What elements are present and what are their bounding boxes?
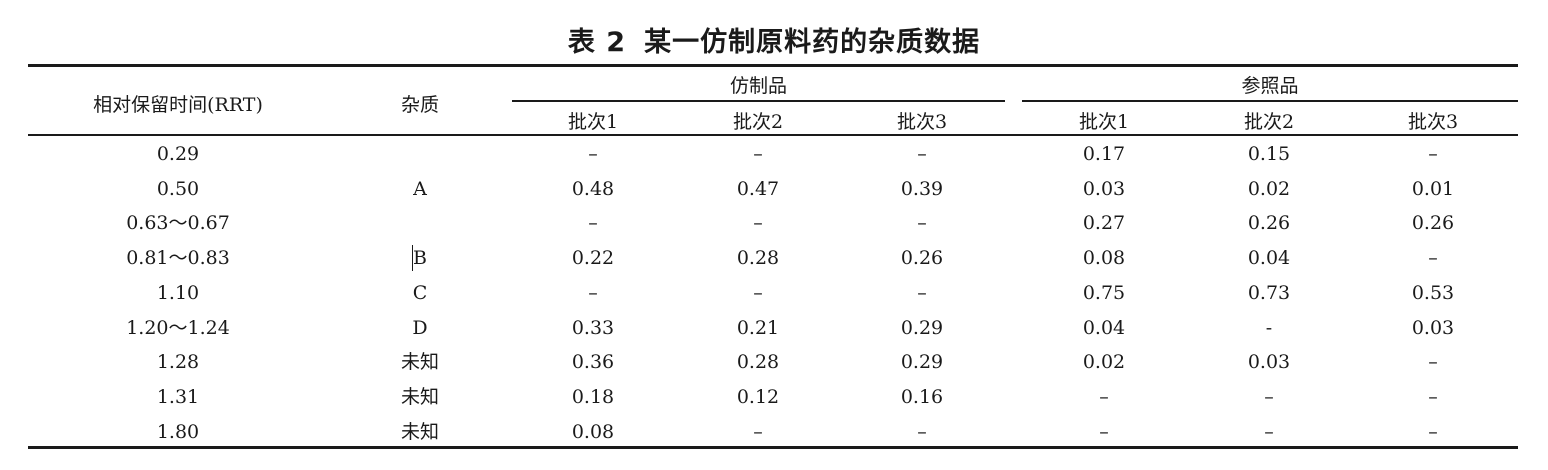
rrt-cell: 0.63～0.67 (126, 212, 230, 234)
value-cell: – (753, 421, 763, 443)
header-group-reference: 参照品 (1241, 75, 1299, 97)
rrt-cell: 0.81～0.83 (126, 247, 230, 269)
value-cell: 0.26 (1247, 212, 1291, 234)
value-cell: 0.18 (571, 386, 615, 408)
value-cell: 0.28 (736, 351, 780, 373)
table-number: 表 2 (567, 27, 627, 58)
value-cell: – (588, 282, 598, 304)
impurity-cell: 未知 (400, 351, 439, 373)
value-cell: – (1428, 386, 1438, 408)
value-cell: 0.29 (900, 317, 944, 339)
value-cell: – (753, 143, 763, 165)
top-rule (28, 64, 1518, 67)
value-cell: – (1428, 143, 1438, 165)
group-rule-generic (512, 100, 1005, 102)
value-cell: 0.03 (1082, 178, 1126, 200)
value-cell: 0.27 (1082, 212, 1126, 234)
value-cell: – (588, 143, 598, 165)
value-cell: – (1264, 386, 1274, 408)
value-cell: – (917, 282, 927, 304)
value-cell: 0.04 (1082, 317, 1126, 339)
value-cell: – (1264, 421, 1274, 443)
header-batch: 批次2 (1243, 111, 1295, 133)
header-impurity: 杂质 (400, 94, 439, 116)
value-cell: 0.16 (900, 386, 944, 408)
rrt-cell: 1.80 (156, 421, 200, 443)
header-batch: 批次1 (567, 111, 619, 133)
value-cell: 0.21 (736, 317, 780, 339)
header-group-generic: 仿制品 (729, 75, 787, 97)
impurity-cell: 未知 (400, 421, 439, 443)
value-cell: 0.08 (571, 421, 615, 443)
value-cell: 0.02 (1247, 178, 1291, 200)
rrt-cell: 1.28 (156, 351, 200, 373)
group-rule-reference (1022, 100, 1518, 102)
value-cell: 0.22 (571, 247, 615, 269)
table-title: 某一仿制原料药的杂质数据 (644, 27, 981, 58)
value-cell: 0.75 (1082, 282, 1126, 304)
table-caption: 表 2 某一仿制原料药的杂质数据 (0, 20, 1548, 59)
impurity-cell (370, 137, 470, 171)
value-cell: – (588, 212, 598, 234)
value-cell: 0.03 (1411, 317, 1455, 339)
rrt-cell: 0.29 (156, 143, 200, 165)
value-cell: – (917, 421, 927, 443)
header-batch: 批次1 (1078, 111, 1130, 133)
value-cell: 0.02 (1082, 351, 1126, 373)
header-batch: 批次3 (1407, 111, 1459, 133)
value-cell: 0.01 (1411, 178, 1455, 200)
value-cell: 0.39 (900, 178, 944, 200)
value-cell: – (753, 212, 763, 234)
value-cell: 0.03 (1247, 351, 1291, 373)
value-cell: 0.17 (1082, 143, 1126, 165)
rrt-cell: 1.20～1.24 (126, 317, 230, 339)
header-bottom-rule (28, 134, 1518, 136)
impurity-cell (370, 206, 470, 240)
value-cell: – (1099, 386, 1109, 408)
impurity-cell: B (413, 247, 427, 269)
value-cell: 0.53 (1411, 282, 1455, 304)
value-cell: 0.36 (571, 351, 615, 373)
value-cell: 0.29 (900, 351, 944, 373)
value-cell: 0.26 (900, 247, 944, 269)
value-cell: – (917, 212, 927, 234)
value-cell: – (753, 282, 763, 304)
impurity-cell: 未知 (400, 386, 439, 408)
value-cell: – (1099, 421, 1109, 443)
header-rrt: 相对保留时间(RRT) (93, 94, 263, 116)
impurity-cell: C (412, 282, 428, 304)
value-cell: 0.26 (1411, 212, 1455, 234)
value-cell: – (917, 143, 927, 165)
value-cell: 0.47 (736, 178, 780, 200)
value-cell: 0.73 (1247, 282, 1291, 304)
rrt-cell: 0.50 (156, 178, 200, 200)
text-cursor (412, 245, 413, 271)
value-cell: 0.12 (736, 386, 780, 408)
value-cell: 0.08 (1082, 247, 1126, 269)
value-cell: 0.48 (571, 178, 615, 200)
header-batch: 批次2 (732, 111, 784, 133)
value-cell: - (1265, 317, 1273, 339)
value-cell: – (1428, 247, 1438, 269)
rrt-cell: 1.31 (156, 386, 200, 408)
value-cell: – (1428, 421, 1438, 443)
value-cell: 0.33 (571, 317, 615, 339)
bottom-rule (28, 446, 1518, 449)
rrt-cell: 1.10 (156, 282, 200, 304)
header-batch: 批次3 (896, 111, 948, 133)
impurity-cell: A (413, 178, 427, 200)
value-cell: 0.15 (1247, 143, 1291, 165)
impurity-cell: D (412, 317, 428, 339)
value-cell: – (1428, 351, 1438, 373)
value-cell: 0.28 (736, 247, 780, 269)
value-cell: 0.04 (1247, 247, 1291, 269)
